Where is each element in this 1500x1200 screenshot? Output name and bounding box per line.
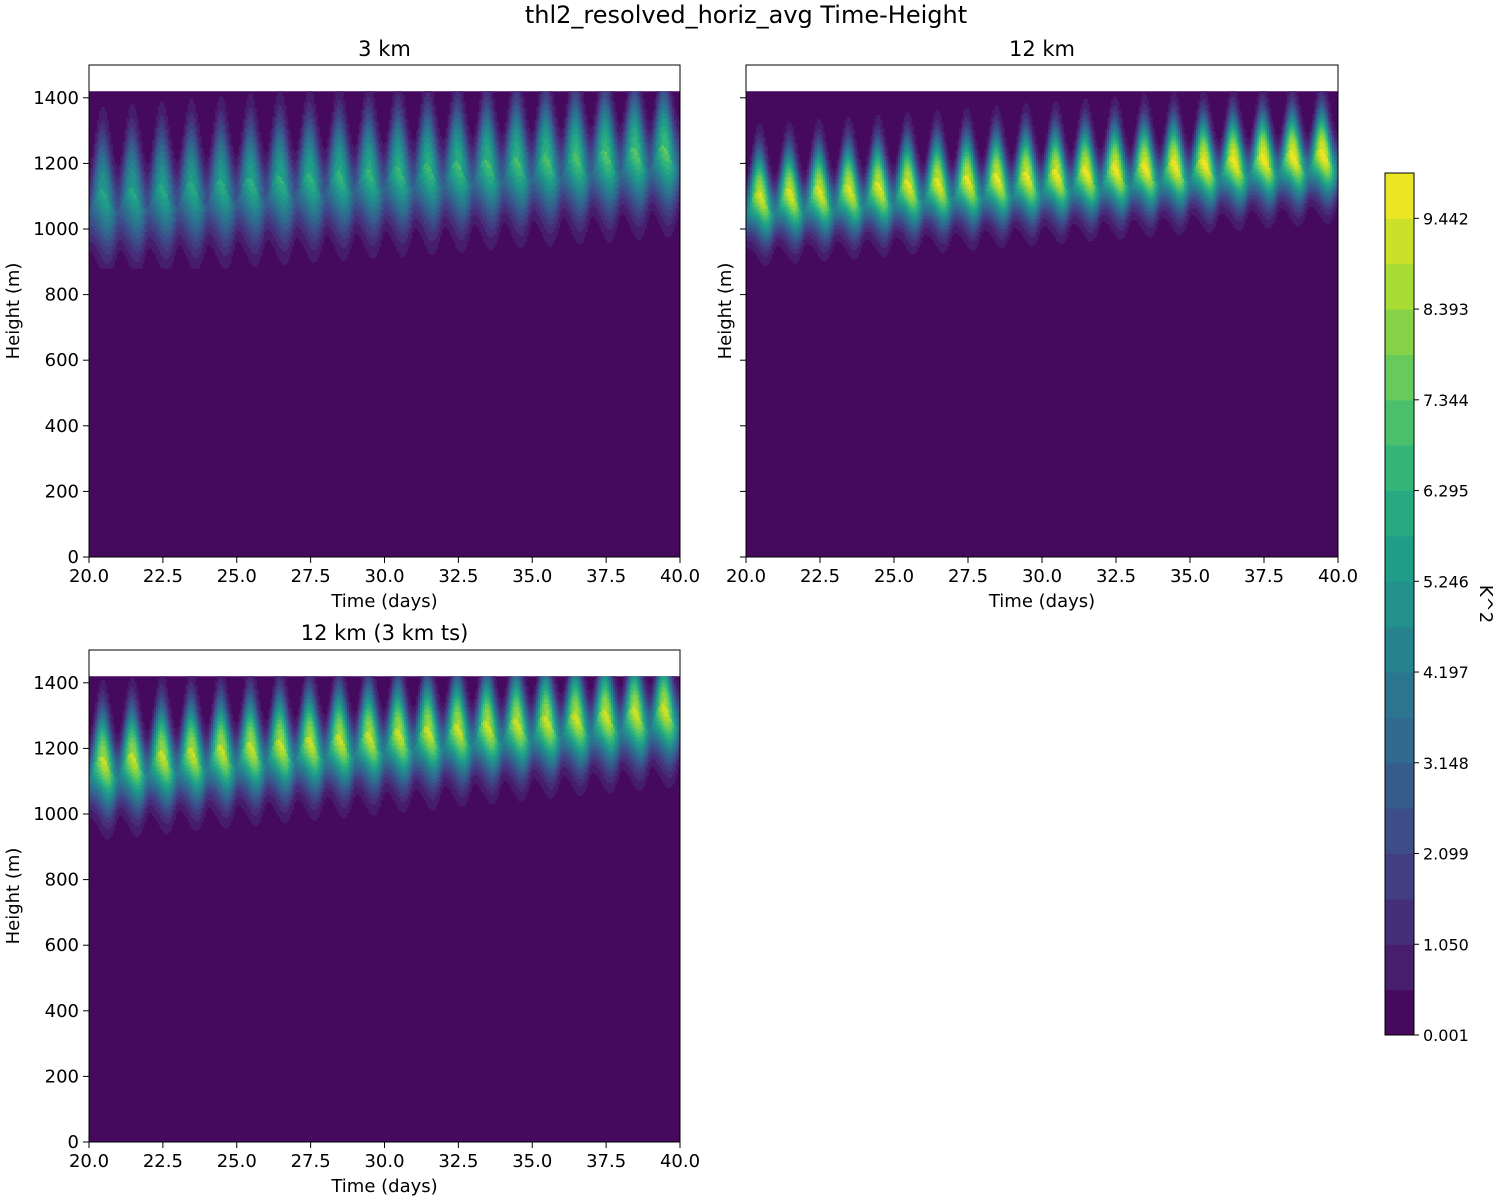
figure-title: thl2_resolved_horiz_avg Time-Height [525,1,967,29]
figure: thl2_resolved_horiz_avg Time-Height 3 km… [0,0,1500,1200]
contour-cell [105,112,107,114]
panel-3km: 3 km 20.0 22.5 25.0 27.5 30.0 32.5 35.0 37.5 40.… [3,37,700,612]
contour-cell [103,107,105,109]
contour-cell [109,132,111,134]
contour-plot [89,91,680,557]
contour-cell [115,163,117,165]
contour-cell [113,156,115,158]
panel-title: 3 km [358,37,411,61]
contour-cell [107,120,109,122]
contour-cell [111,144,113,146]
